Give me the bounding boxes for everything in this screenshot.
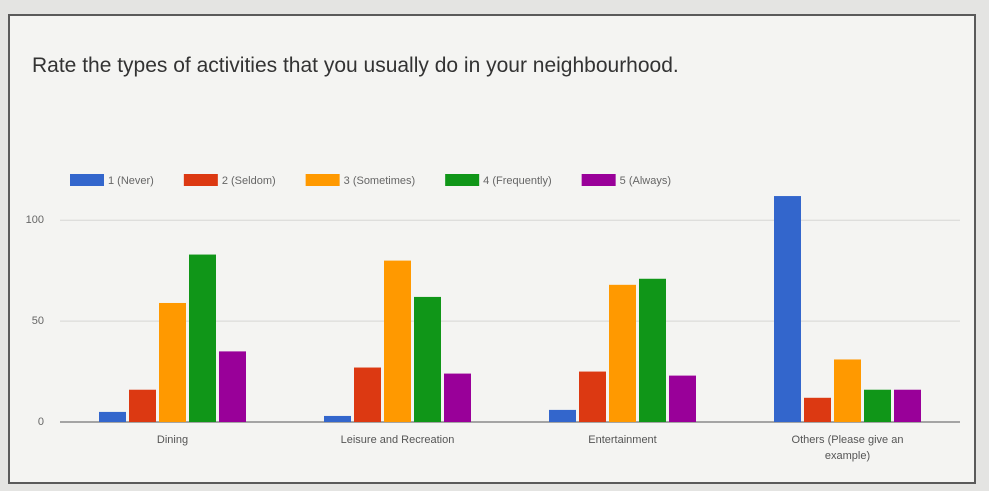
bar xyxy=(189,254,216,422)
legend-label: 3 (Sometimes) xyxy=(344,175,416,187)
x-tick-label: Entertainment xyxy=(588,434,657,446)
x-tick-label: Others (Please give an example) xyxy=(791,434,904,462)
bar xyxy=(579,371,606,422)
bar xyxy=(384,260,411,422)
legend-swatch xyxy=(445,174,480,186)
bar xyxy=(159,302,186,422)
bar xyxy=(639,278,666,422)
legend-swatch xyxy=(70,174,104,186)
bar xyxy=(99,411,126,422)
bar xyxy=(219,351,246,422)
legend-swatch xyxy=(581,174,616,186)
chart-title: Rate the types of activities that you us… xyxy=(32,54,679,77)
y-tick-label: 100 xyxy=(26,214,44,226)
bar xyxy=(804,397,831,422)
legend-swatch xyxy=(183,174,218,186)
y-tick-label: 0 xyxy=(38,416,44,428)
bar xyxy=(669,375,696,422)
bar xyxy=(894,389,921,422)
bar xyxy=(834,359,861,422)
bar xyxy=(129,389,156,422)
legend-label: 4 (Frequently) xyxy=(483,175,551,187)
bar xyxy=(774,196,801,422)
legend-label: 5 (Always) xyxy=(620,175,671,187)
bar xyxy=(864,389,891,422)
bar xyxy=(324,415,351,422)
x-tick-label: Leisure and Recreation xyxy=(340,434,455,446)
legend-label: 1 (Never) xyxy=(108,175,154,187)
legend-label: 2 (Seldom) xyxy=(222,175,276,187)
bar xyxy=(549,409,576,422)
y-tick-label: 50 xyxy=(32,315,44,327)
bar xyxy=(609,284,636,422)
bar xyxy=(414,296,441,422)
x-tick-label: Dining xyxy=(156,434,189,446)
legend-swatch xyxy=(305,174,340,186)
bar xyxy=(444,373,471,422)
bar xyxy=(354,367,381,422)
